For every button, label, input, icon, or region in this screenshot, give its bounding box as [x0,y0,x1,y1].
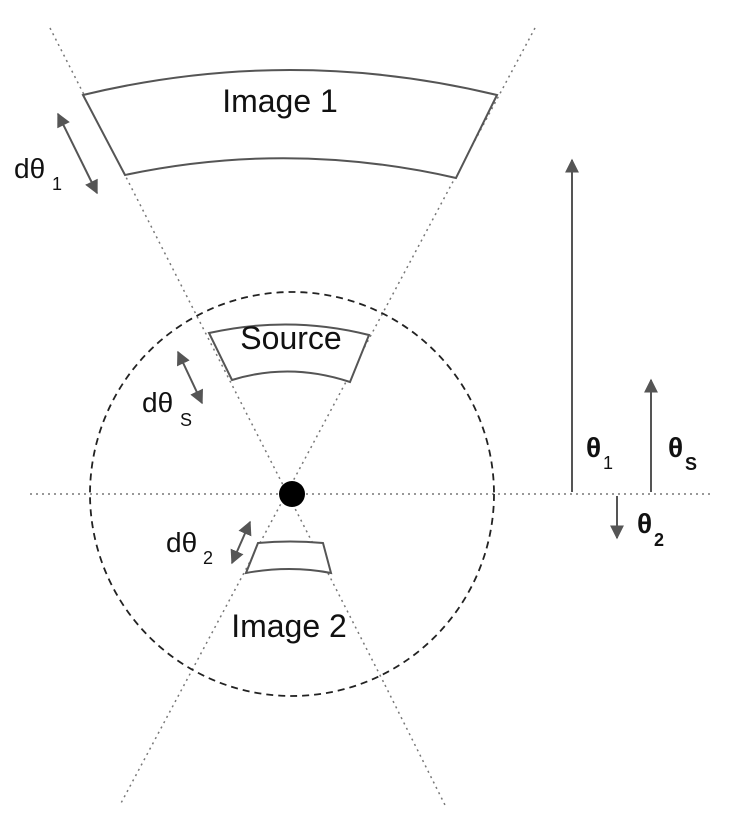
d-theta-1-subscript: 1 [52,174,62,194]
source-label: Source [240,320,341,356]
source-shape [207,323,371,384]
d-theta-2-arrow [230,520,252,565]
d-theta-s-subscript: S [180,410,192,430]
theta-1-subscript: 1 [603,453,613,473]
image1-label: Image 1 [222,83,338,119]
d-theta-s-label: dθ [142,387,173,418]
theta-s-subscript: S [685,454,697,474]
d-theta-2-subscript: 2 [203,548,213,568]
lens-mass [279,481,305,507]
theta-2-subscript: 2 [654,530,664,550]
theta-s-label: θ [668,432,683,463]
d-theta-s-arrow [177,350,203,405]
theta-2-label: θ [637,508,652,539]
image2-shape [244,540,333,575]
d-theta-1-label: dθ [14,153,45,184]
image1-shape [81,69,499,180]
d-theta-2-label: dθ [166,527,197,558]
ray-left-lower [384,684,446,806]
image2-label: Image 2 [231,608,347,644]
d-theta-1-arrow [57,112,98,195]
einstein-ring [89,291,495,697]
theta-1-label: θ [586,432,601,463]
